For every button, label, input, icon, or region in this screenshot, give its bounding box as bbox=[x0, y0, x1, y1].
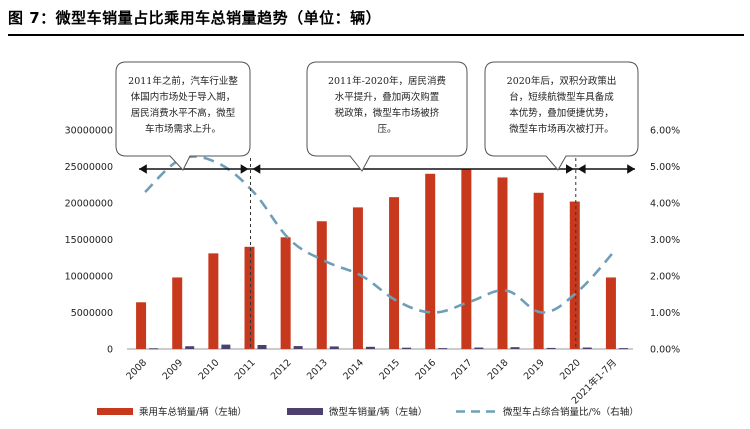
arrowhead-right bbox=[240, 164, 249, 174]
y-left-tick-label: 15000000 bbox=[65, 235, 113, 246]
y-right-tick-label: 4.00% bbox=[650, 199, 680, 210]
callout-text: 2020年后，双积分政策出 bbox=[507, 75, 617, 87]
total-sales-bar bbox=[136, 302, 147, 349]
micro-sales-bar bbox=[402, 347, 412, 349]
arrowhead-right bbox=[627, 164, 635, 174]
total-sales-bar bbox=[605, 277, 616, 349]
callout-text: 2011年-2020年，居民消费 bbox=[328, 75, 446, 87]
y-left-tick-label: 5000000 bbox=[71, 308, 113, 319]
y-left-tick-label: 20000000 bbox=[65, 199, 113, 210]
micro-sales-bar bbox=[510, 347, 520, 349]
total-sales-bar bbox=[533, 192, 544, 349]
y-right-tick-label: 2.00% bbox=[650, 272, 680, 283]
micro-sales-bar bbox=[329, 346, 339, 349]
x-tick-label: 2010 bbox=[197, 357, 222, 382]
arrowhead-left bbox=[252, 164, 261, 174]
x-tick-label: 2012 bbox=[269, 357, 294, 382]
micro-sales-bar bbox=[221, 344, 231, 349]
callout-text: 本优势，叠加便捷优势， bbox=[509, 107, 614, 119]
legend-swatch-micro bbox=[287, 408, 323, 415]
callout-text: 压。 bbox=[377, 124, 396, 135]
y-right-tick-label: 6.00% bbox=[650, 126, 680, 137]
arrowhead-left bbox=[577, 164, 586, 174]
share-ratio-line bbox=[144, 155, 616, 314]
callout-text: 水平提升，叠加两次购置 bbox=[335, 91, 440, 103]
legend-label-total: 乘用车总销量/辆（左轴） bbox=[139, 406, 247, 418]
total-sales-bar bbox=[172, 277, 183, 349]
arrowhead-left bbox=[139, 164, 147, 174]
callout-text: 台，短续航微型车具备成 bbox=[509, 91, 614, 103]
micro-sales-bar bbox=[257, 344, 267, 349]
y-left-tick-label: 10000000 bbox=[65, 272, 113, 283]
total-sales-bar bbox=[425, 173, 436, 349]
total-sales-bar bbox=[461, 168, 472, 349]
x-tick-label: 2016 bbox=[413, 357, 438, 382]
callout-shape bbox=[115, 61, 251, 171]
x-tick-label: 2020 bbox=[558, 357, 583, 382]
micro-sales-bar bbox=[546, 347, 556, 349]
x-tick-label: 2011 bbox=[233, 357, 258, 382]
total-sales-bar bbox=[389, 197, 400, 349]
y-left-tick-label: 0 bbox=[107, 345, 113, 356]
arrowhead-right bbox=[565, 164, 574, 174]
total-sales-bar bbox=[280, 237, 291, 349]
micro-sales-bar bbox=[365, 346, 375, 349]
legend-label-share: 微型车占综合销量比/%（右轴） bbox=[503, 406, 639, 418]
callout-text: 居民消费水平不高，微型 bbox=[131, 107, 236, 119]
y-right-tick-label: 3.00% bbox=[650, 235, 680, 246]
callout-shape bbox=[306, 61, 468, 172]
x-tick-label: 2017 bbox=[450, 357, 475, 382]
callout-text: 体国内市场处于导入期， bbox=[131, 91, 236, 103]
x-tick-label: 2013 bbox=[305, 357, 330, 382]
total-sales-bar bbox=[208, 253, 219, 349]
legend-label-micro: 微型车销量/辆（左轴） bbox=[329, 406, 427, 418]
x-tick-label: 2008 bbox=[124, 357, 149, 382]
micro-sales-bar bbox=[438, 348, 448, 350]
y-right-tick-label: 0.00% bbox=[650, 345, 680, 356]
y-right-tick-label: 1.00% bbox=[650, 308, 680, 319]
total-sales-bar bbox=[497, 177, 508, 349]
micro-sales-bar bbox=[474, 347, 484, 349]
micro-sales-bar bbox=[149, 348, 159, 350]
callout-text: 车市场需求上升。 bbox=[145, 123, 221, 135]
legend-swatch-total bbox=[97, 408, 133, 415]
micro-sales-bar bbox=[618, 348, 628, 350]
total-sales-bar bbox=[244, 246, 255, 349]
y-left-tick-label: 30000000 bbox=[65, 126, 113, 137]
x-tick-label: 2014 bbox=[341, 357, 366, 382]
callout-text: 微型车市场再次被打开。 bbox=[509, 123, 614, 135]
micro-sales-bar bbox=[185, 346, 195, 349]
callout-text: 2011年之前，汽车行业整 bbox=[128, 75, 238, 87]
title-divider bbox=[8, 34, 744, 36]
callout-text: 税政策，微型车市场被挤 bbox=[335, 107, 440, 119]
total-sales-bar bbox=[316, 221, 327, 349]
y-left-tick-label: 25000000 bbox=[65, 162, 113, 173]
x-tick-label: 2018 bbox=[486, 357, 511, 382]
page-title: 图 7：微型车销量占比乘用车总销量趋势（单位：辆） bbox=[8, 9, 382, 27]
y-right-tick-label: 5.00% bbox=[650, 162, 680, 173]
callout-shape bbox=[484, 61, 639, 171]
x-tick-label: 2009 bbox=[160, 357, 185, 382]
x-tick-label: 2015 bbox=[377, 357, 402, 382]
total-sales-bar bbox=[352, 207, 363, 349]
micro-sales-bar bbox=[293, 346, 303, 349]
micro-sales-bar bbox=[582, 347, 592, 349]
total-sales-bar bbox=[569, 201, 580, 349]
x-tick-label: 2019 bbox=[522, 357, 547, 382]
